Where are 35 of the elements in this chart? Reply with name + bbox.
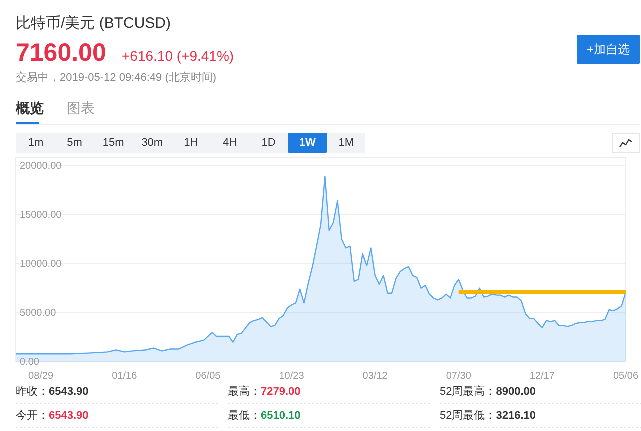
text: 图表	[67, 100, 95, 116]
x-tick-label: 12/17	[530, 370, 556, 382]
y-tick-label: 5000.00	[20, 307, 57, 318]
text: 7160.00	[16, 39, 106, 67]
text: 5m	[67, 137, 82, 149]
text: 最低：6510.10	[228, 410, 301, 422]
y-tick-label: 0.00	[20, 356, 40, 368]
x-tick-label: 03/12	[362, 370, 388, 382]
text: 概览	[15, 100, 44, 116]
text: +加自选	[586, 42, 630, 56]
text: 昨收：6543.90	[16, 386, 89, 398]
text: 1H	[184, 137, 198, 149]
text: 1M	[338, 137, 354, 149]
y-tick-label: 20000.00	[20, 160, 62, 172]
text: 1D	[262, 137, 276, 149]
chart-title: 比特币/美元 (BTCUSD)	[16, 14, 171, 32]
text: 52周最低：3216.10	[440, 410, 536, 422]
text: +616.10 (+9.41%)	[122, 48, 234, 64]
text: 今开：6543.90	[16, 410, 89, 422]
text: 52周最高：8900.00	[440, 385, 536, 398]
text: 1W	[299, 137, 316, 149]
x-tick-label: 07/30	[446, 370, 472, 382]
x-tick-label: 05/06	[613, 370, 639, 382]
text: 最高：7279.00	[228, 385, 301, 398]
text: 1m	[28, 137, 44, 149]
y-tick-label: 10000.00	[20, 258, 62, 270]
x-tick-label: 10/23	[279, 370, 305, 382]
y-tick-label: 15000.00	[20, 209, 62, 220]
text: 交易中，2019-05-12 09:46:49 (北京时间)	[16, 71, 217, 84]
text: 15m	[102, 137, 124, 149]
text: 30m	[142, 137, 164, 149]
x-tick-label: 08/29	[28, 370, 54, 382]
text: 4H	[222, 137, 238, 149]
x-tick-label: 06/05	[196, 370, 222, 382]
x-tick-label: 01/16	[112, 370, 138, 382]
